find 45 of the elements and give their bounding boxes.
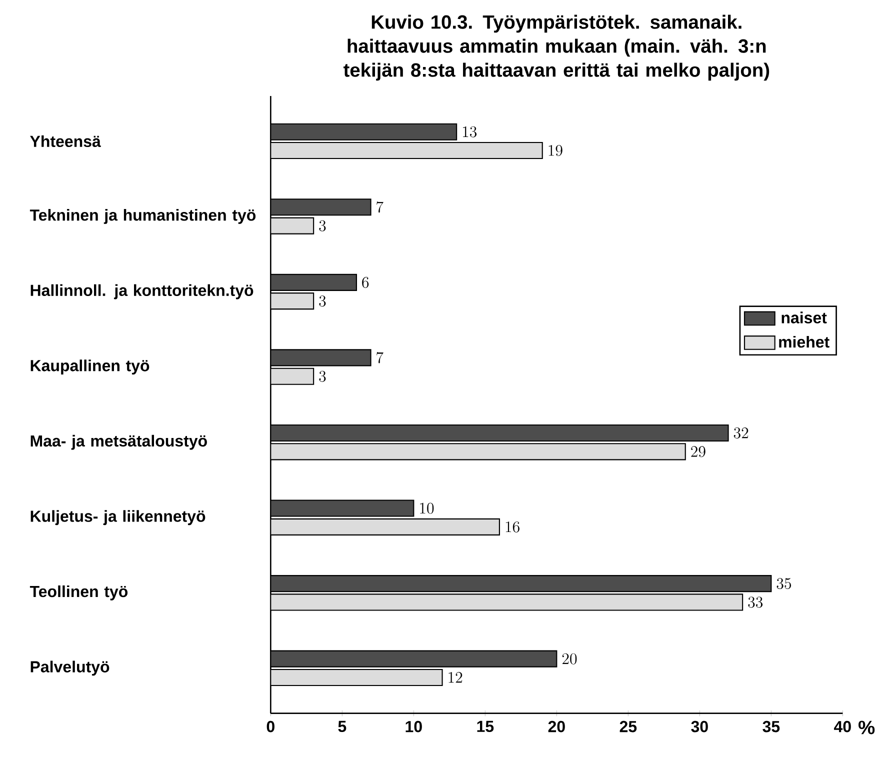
x-tick-label: 20	[548, 720, 565, 732]
bar	[270, 292, 314, 310]
bar	[270, 668, 443, 686]
x-tick-label: 25	[620, 720, 637, 732]
y-tick-label: Hallinnoll. ja konttoritekn.työ	[30, 284, 254, 300]
data-label: 35	[776, 578, 792, 590]
data-label: 7	[376, 201, 384, 213]
x-tick-label: 5	[338, 720, 346, 732]
y-tick-label: Kaupallinen työ	[30, 360, 150, 374]
data-label: 6	[362, 276, 369, 288]
x-tick-label: 15	[477, 720, 494, 732]
bar	[270, 594, 744, 611]
y-tick-label: Tekninen ja humanistinen työ	[30, 209, 256, 224]
y-tick-label: Yhteensä	[30, 135, 101, 148]
data-label: 19	[548, 145, 562, 156]
y-tick-label: Teollinen työ	[30, 585, 128, 600]
data-label: 3	[319, 370, 326, 382]
y-tick-label: Palvelutyö	[30, 660, 110, 676]
data-label: 3	[319, 220, 326, 232]
data-label: 16	[506, 521, 520, 532]
data-label: 10	[420, 502, 434, 514]
chart-title: Kuvio 10.3. Työympäristötek. samanaik. haittaavuus ammatin mukaan (main. väh. 3:n tekijän 8:sta haittaavan erittä tai melko paljon)	[344, 14, 770, 81]
data-label: 13	[463, 126, 477, 138]
x-axis-title: %	[858, 720, 875, 734]
legend-label: naiset	[782, 312, 827, 324]
y-tick-label: Maa- ja metsätaloustyö	[30, 434, 207, 450]
bar	[270, 443, 686, 460]
bar	[270, 368, 314, 385]
data-label: 29	[691, 446, 706, 458]
x-tick-label: 0	[266, 720, 274, 732]
data-label: 32	[734, 428, 748, 438]
x-tick-label: 10	[406, 720, 422, 732]
bar	[270, 518, 500, 536]
data-label: 33	[748, 596, 763, 608]
x-tick-label: 30	[691, 720, 708, 732]
data-label: 3	[319, 296, 326, 307]
data-label: 7	[376, 352, 384, 364]
x-tick-label: 35	[762, 720, 780, 732]
x-tick-label: 40	[834, 720, 851, 732]
legend-label: miehet	[779, 336, 830, 348]
y-tick-label: Kuljetus- ja liikennetyö	[30, 510, 206, 526]
bar	[270, 217, 314, 234]
data-label: 20	[562, 653, 577, 664]
bar	[270, 142, 543, 160]
data-label: 12	[448, 672, 462, 683]
